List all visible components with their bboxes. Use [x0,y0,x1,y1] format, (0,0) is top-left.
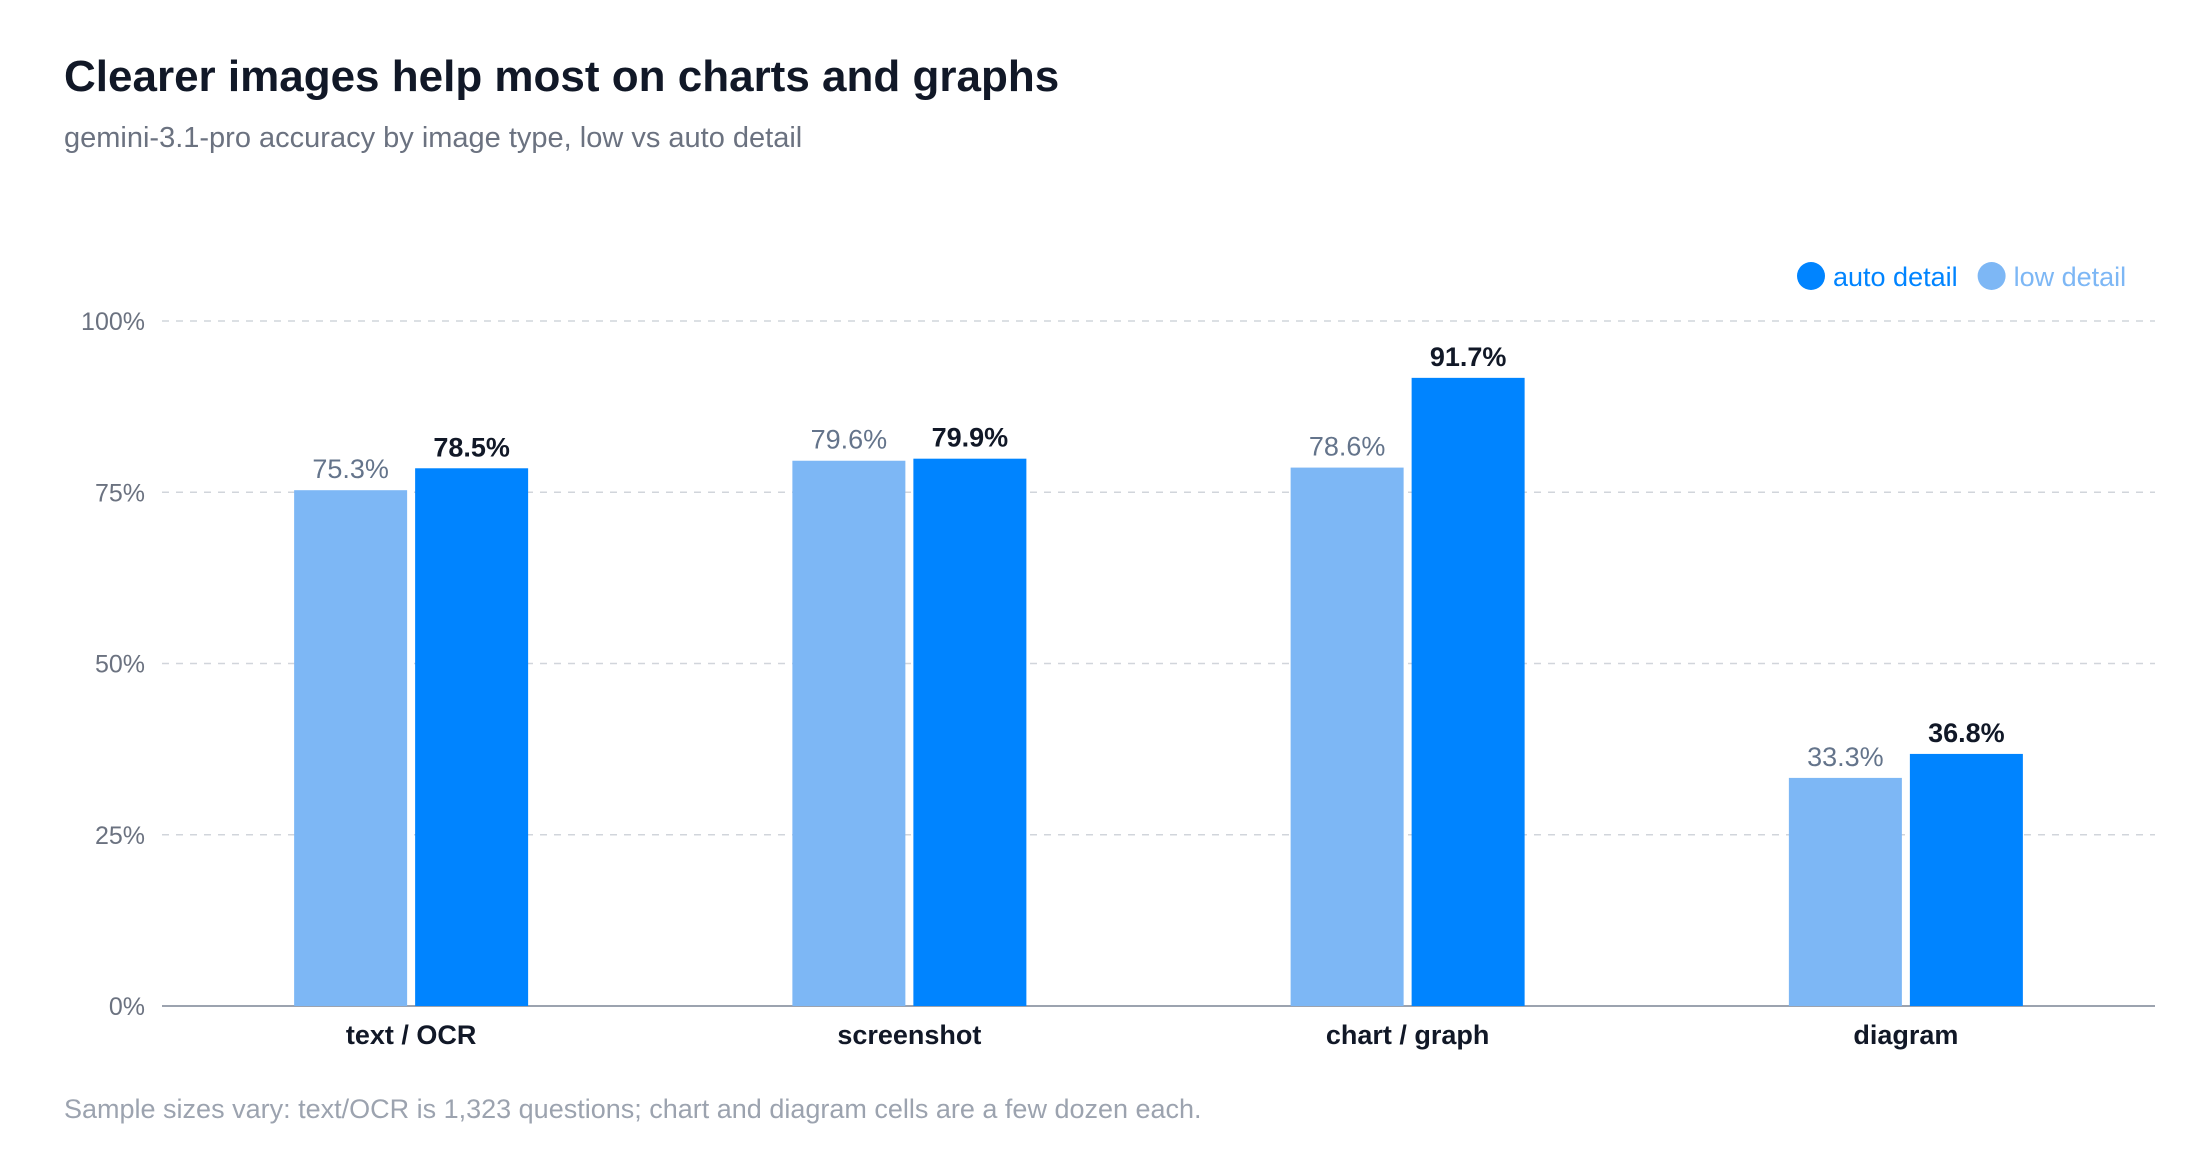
data-label: 75.3% [312,454,389,484]
data-label: 36.8% [1928,718,2005,748]
legend-swatch-low-detail [1977,262,2006,290]
bar-auto-detail [1909,753,2023,1006]
data-label: 78.5% [433,432,510,462]
footnote: Sample sizes vary: text/OCR is 1,323 que… [64,1094,1202,1124]
legend-label-auto-detail: auto detail [1833,262,1958,292]
chart-subtitle: gemini-3.1-pro accuracy by image type, l… [64,122,803,154]
y-tick-label: 25% [95,822,145,850]
data-label: 78.6% [1309,432,1386,462]
y-tick-label: 0% [109,993,145,1021]
data-label: 91.7% [1430,342,1507,372]
x-tick-label: chart / graph [1326,1020,1490,1050]
legend-swatch-auto-detail [1797,262,1825,290]
legend-label-low-detail: low detail [2014,262,2127,292]
bar-low-detail [1290,467,1404,1007]
data-label: 33.3% [1807,742,1884,772]
y-tick-label: 100% [81,308,145,336]
bars-layer [294,377,2023,1007]
chart-title: Clearer images help most on charts and g… [64,52,1060,101]
bar-auto-detail [1411,377,1525,1007]
legend: auto detail low detail [1797,262,2126,292]
data-label: 79.6% [811,425,888,455]
bar-auto-detail [415,468,529,1006]
bar-low-detail [294,490,408,1006]
labels-layer: 75.3% 78.5% text / OCR 79.6% 79.9% screenshot… [312,342,2004,1050]
bar-auto-detail [913,458,1027,1006]
y-tick-label: 75% [95,479,145,507]
y-tick-label: 50% [95,651,145,679]
data-label: 79.9% [932,423,1009,453]
x-tick-label: diagram [1853,1020,1958,1050]
bar-low-detail [792,460,906,1006]
x-tick-label: screenshot [837,1020,981,1050]
x-tick-label: text / OCR [346,1020,477,1050]
bar-low-detail [1788,777,1902,1006]
